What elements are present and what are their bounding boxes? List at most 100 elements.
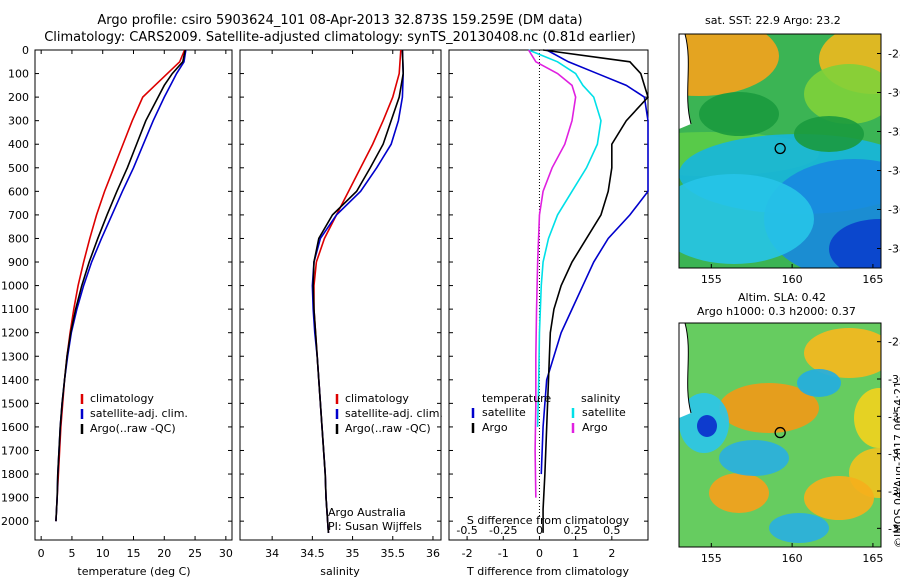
diff-legend-salinity-title: salinity: [581, 392, 621, 405]
temp-xtick-label: 0: [38, 547, 45, 560]
diff-s-tick-label: 0.5: [603, 524, 621, 537]
sst-ytick-label: -30: [888, 87, 900, 100]
depth-tick-label: 2000: [1, 515, 29, 528]
chart-title-line2: Climatology: CARS2009. Satellite-adjuste…: [44, 30, 636, 45]
sal-legend-entry: climatology: [345, 392, 409, 405]
sal-xtick-label: 36: [426, 547, 440, 560]
sla-xtick-label: 165: [862, 552, 883, 565]
depth-tick-label: 300: [8, 115, 29, 128]
sal-xtick-label: 34: [265, 547, 279, 560]
sst-blob: [679, 34, 779, 96]
sal-x-axis-label: salinity: [320, 565, 360, 578]
depth-tick-label: 700: [8, 209, 29, 222]
sst-map: [678, 33, 882, 269]
sla-blob: [709, 473, 769, 513]
sst-xtick-label: 160: [782, 273, 803, 286]
temp-xtick-label: 15: [127, 547, 141, 560]
depth-tick-label: 1800: [1, 468, 29, 481]
sla-blob: [769, 513, 829, 543]
diff-s-tick-label: 0: [536, 524, 543, 537]
diff-s-tick-label: -0.25: [489, 524, 517, 537]
sla-map: [678, 322, 882, 548]
diff-legend-temperature-title: temperature: [482, 392, 551, 405]
sst-ytick-label: -36: [888, 204, 900, 217]
diff-s-tick-label: 0.25: [563, 524, 588, 537]
sla-ytick-label: -30: [888, 373, 900, 386]
sst-xtick-label: 155: [701, 273, 722, 286]
diff-legend-entry: Argo: [582, 421, 608, 434]
sla-xtick-label: 160: [782, 552, 803, 565]
temp-xtick-label: 20: [157, 547, 171, 560]
temp-xtick-label: 30: [219, 547, 233, 560]
sal-annotation-line1: Argo Australia: [328, 506, 406, 519]
sst-blob: [829, 219, 881, 268]
depth-tick-label: 1100: [1, 303, 29, 316]
depth-tick-label: 1300: [1, 350, 29, 363]
depth-tick-label: 500: [8, 162, 29, 175]
sal-frame: [239, 49, 442, 541]
sst-frame: [678, 33, 882, 269]
depth-tick-label: 1200: [1, 327, 29, 340]
sla-ytick-label: -32: [888, 410, 900, 423]
diff-legend-entry: Argo: [482, 421, 508, 434]
sal-xtick-label: 35.5: [381, 547, 406, 560]
temp-series-blue: [55, 49, 187, 522]
temp-xtick-label: 25: [188, 547, 202, 560]
temp-series-red: [55, 49, 186, 522]
temp-legend-entry: satellite-adj. clim.: [90, 407, 188, 420]
sst-blob: [699, 92, 779, 136]
sst-ytick-label: -38: [888, 243, 900, 256]
sla-frame: [678, 322, 882, 548]
sla-xtick-label: 155: [701, 552, 722, 565]
depth-tick-label: 1600: [1, 421, 29, 434]
depth-tick-label: 1500: [1, 397, 29, 410]
diff-xtick-label: 1: [572, 547, 579, 560]
sal-series-red: [313, 49, 402, 533]
sst-ytick-label: -28: [888, 48, 900, 61]
sst-argo-marker: [774, 142, 786, 155]
depth-tick-label: 1400: [1, 374, 29, 387]
diff-legend-entry: satellite: [482, 406, 526, 419]
depth-tick-label: 1900: [1, 492, 29, 505]
sla-ytick-label: -38: [888, 522, 900, 535]
temp-frame: [34, 49, 233, 541]
sal-series-black: [312, 49, 405, 533]
sla-map-title-line2: Argo h1000: 0.3 h2000: 0.37: [697, 305, 856, 318]
sal-series-blue: [311, 49, 405, 533]
temp-legend-entry: Argo(..raw -QC): [90, 422, 176, 435]
temp-xtick-label: 10: [96, 547, 110, 560]
sst-ytick-label: -34: [888, 165, 900, 178]
depth-tick-label: 0: [22, 44, 29, 57]
imos-timestamp: ©IMOS 04-Aug-2017 06:54:21: [892, 381, 900, 548]
sla-ytick-label: -36: [888, 485, 900, 498]
sst-xtick-label: 165: [862, 273, 883, 286]
sal-xtick-label: 34.5: [300, 547, 325, 560]
sal-xtick-label: 35: [346, 547, 360, 560]
chart-title-line1: Argo profile: csiro 5903624_101 08-Apr-2…: [97, 13, 583, 28]
sla-coastline: [684, 323, 692, 414]
sla-ytick-label: -28: [888, 336, 900, 349]
diff-series-blue: [540, 49, 649, 475]
temp-x-axis-label: temperature (deg C): [77, 565, 190, 578]
depth-tick-label: 800: [8, 232, 29, 245]
diff-xtick-label: -1: [498, 547, 509, 560]
depth-tick-label: 400: [8, 138, 29, 151]
sst-coastline: [684, 34, 692, 125]
depth-tick-label: 600: [8, 185, 29, 198]
sst-ytick-label: -32: [888, 126, 900, 139]
diff-t-axis-label: T difference from climatology: [466, 565, 629, 578]
diff-series-black: [542, 49, 649, 533]
sla-blob: [854, 388, 881, 448]
diff-xtick-label: -2: [462, 547, 473, 560]
depth-tick-label: 900: [8, 256, 29, 269]
sla-map-title-line1: Altim. SLA: 0.42: [738, 291, 827, 304]
sla-blob: [804, 328, 881, 378]
diff-xtick-label: 2: [608, 547, 615, 560]
sla-blob: [697, 415, 717, 437]
sla-argo-marker: [774, 426, 786, 439]
diff-s-axis-label: S difference from climatology: [467, 514, 630, 527]
temp-legend-entry: climatology: [90, 392, 154, 405]
sst-blob: [679, 174, 814, 264]
sla-map-field: [679, 323, 881, 547]
